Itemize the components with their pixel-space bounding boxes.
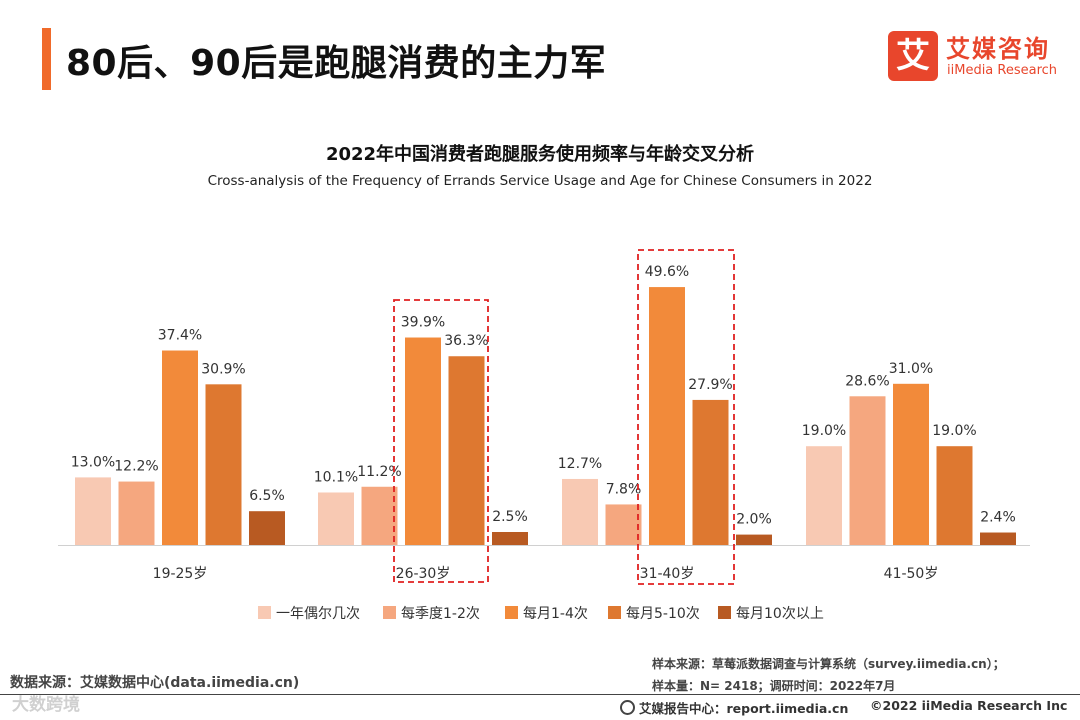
data-label: 37.4% [158,328,202,344]
data-source: 数据来源：艾媒数据中心(data.iimedia.cn) [10,675,300,691]
report-center: 艾媒报告中心：report.iimedia.cn [620,698,848,717]
x-tick-label: 19-25岁 [153,566,208,582]
legend-swatch [718,606,731,619]
watermark: 大数跨境 [12,695,80,715]
footer-divider [0,694,1080,695]
logo-cn-text: 艾媒咨询 [946,35,1050,63]
data-label: 6.5% [249,488,285,504]
legend-label: 每月1-4次 [523,606,588,622]
data-label: 19.0% [802,423,846,439]
copyright: ©2022 iiMedia Research Inc [870,698,1068,713]
bar [849,396,886,545]
data-label: 2.0% [736,512,772,528]
x-tick-label: 26-30岁 [396,566,451,582]
bar [893,383,929,545]
report-center-icon [620,700,635,715]
bar [205,384,242,545]
bar [249,511,285,545]
bar [736,534,772,545]
chart-subtitle: Cross-analysis of the Frequency of Erran… [207,173,873,189]
legend-swatch [608,606,621,619]
bar [405,337,441,545]
bar [492,532,528,545]
data-label: 13.0% [71,454,115,470]
bar [980,532,1016,545]
bar [318,492,354,545]
x-tick-label: 31-40岁 [640,566,695,582]
page-title: 80后、90后是跑腿消费的主力军 [66,43,607,84]
bar [562,478,598,545]
chart-title: 2022年中国消费者跑腿服务使用频率与年龄交叉分析 [325,144,755,165]
data-label: 7.8% [606,481,642,497]
data-label: 30.9% [201,361,245,377]
legend-swatch [258,606,271,619]
bar [692,399,729,545]
bar [605,504,642,545]
legend-label: 每月10次以上 [736,606,824,622]
title-accent-bar [42,28,51,90]
legend-label: 每季度1-2次 [401,606,480,622]
data-label: 28.6% [845,373,889,389]
bar [75,477,111,545]
bar [448,356,485,545]
data-label: 12.7% [558,456,602,472]
data-label: 27.9% [688,377,732,393]
legend-swatch [383,606,396,619]
x-tick-label: 41-50岁 [884,566,939,582]
data-label: 31.0% [889,361,933,377]
bar [162,350,198,545]
legend-label: 一年偶尔几次 [276,606,360,622]
data-label: 49.6% [645,264,689,280]
sample-source: 样本来源：草莓派数据调查与计算系统（survey.iimedia.cn）； [652,657,1005,671]
sample-size: 样本量：N= 2418；调研时间：2022年7月 [652,679,896,693]
bar [118,481,155,545]
bar [649,287,685,545]
data-label: 2.4% [980,510,1016,526]
highlight-box [393,299,489,583]
highlight-box [637,249,735,585]
data-label: 39.9% [401,315,445,331]
legend-swatch [505,606,518,619]
data-label: 19.0% [932,423,976,439]
iimedia-logo: 艾 艾媒咨询 iiMedia Research [888,31,1068,83]
bar [806,446,842,545]
bar [361,486,398,545]
report-center-text: 艾媒报告中心：report.iimedia.cn [639,701,849,716]
data-label: 12.2% [114,459,158,475]
logo-en-text: iiMedia Research [947,63,1058,78]
data-label: 11.2% [357,464,401,480]
data-label: 2.5% [492,509,528,525]
legend-label: 每月5-10次 [626,606,700,622]
data-label: 36.3% [444,333,488,349]
bar [936,446,973,545]
logo-mark: 艾 [888,31,938,81]
data-label: 10.1% [314,469,358,485]
